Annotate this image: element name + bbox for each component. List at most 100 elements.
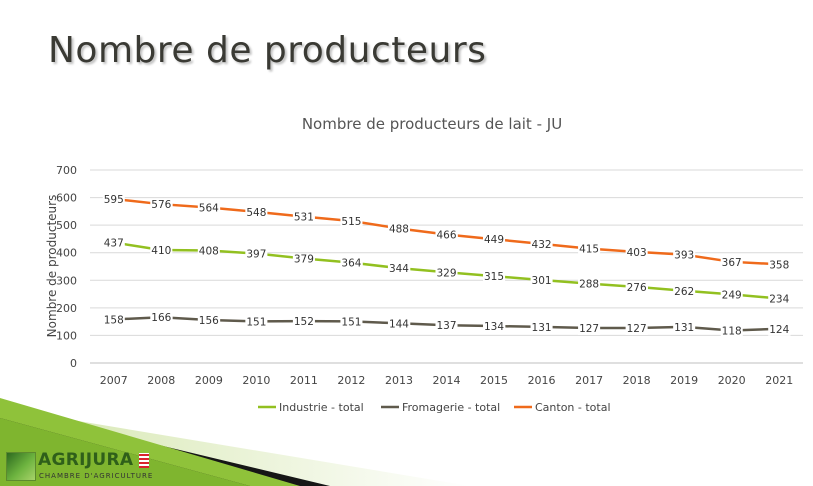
legend-label: Fromagerie - total xyxy=(402,401,500,414)
x-tick-label: 2018 xyxy=(623,374,651,387)
data-label-bg xyxy=(578,322,601,335)
data-label: 118 xyxy=(722,325,742,337)
data-label: 344 xyxy=(389,263,409,275)
data-label-bg xyxy=(245,206,268,219)
data-label: 449 xyxy=(484,234,504,246)
chart-title: Nombre de producteurs de lait - JU xyxy=(302,115,562,133)
x-tick-label: 2010 xyxy=(242,374,270,387)
data-label: 288 xyxy=(579,279,599,291)
x-tick-label: 2007 xyxy=(100,374,128,387)
data-label-bg xyxy=(673,285,696,298)
legend: Industrie - total Fromagerie - total Canto… xyxy=(258,401,611,414)
x-tick-label: 2019 xyxy=(670,374,698,387)
data-label: 151 xyxy=(341,316,361,328)
data-label: 576 xyxy=(151,199,171,211)
x-tick-label: 2011 xyxy=(290,374,318,387)
data-label-bg xyxy=(625,281,648,294)
y-tick-label: 0 xyxy=(70,357,77,370)
data-label-bg xyxy=(768,259,791,272)
data-label-bg xyxy=(720,325,743,338)
data-label: 249 xyxy=(722,289,742,301)
data-label-bg xyxy=(197,314,221,327)
x-tick-label: 2017 xyxy=(575,374,603,387)
data-label-bg xyxy=(673,249,696,262)
data-label: 151 xyxy=(246,316,266,328)
x-tick-label: 2020 xyxy=(718,374,746,387)
data-label-bg xyxy=(102,314,125,327)
data-label: 144 xyxy=(389,318,409,330)
data-label-bg xyxy=(197,245,220,258)
y-axis-label: Nombre de producteurs xyxy=(45,195,59,338)
data-label-bg xyxy=(673,321,696,334)
data-label-bg xyxy=(483,321,506,334)
data-label: 131 xyxy=(674,322,694,334)
data-label-bg xyxy=(150,312,173,325)
data-label: 137 xyxy=(436,320,456,332)
y-tick-label: 700 xyxy=(56,164,77,177)
data-label-bg xyxy=(102,193,125,206)
x-tick-label: 2008 xyxy=(147,374,175,387)
data-label: 367 xyxy=(722,257,742,269)
data-label: 124 xyxy=(769,324,789,336)
data-label-bg xyxy=(720,256,743,269)
y-tick-label: 100 xyxy=(56,329,77,342)
data-label-bg xyxy=(625,246,648,259)
data-label: 301 xyxy=(532,275,552,287)
data-label: 134 xyxy=(484,321,504,333)
data-label-bg xyxy=(245,316,268,329)
y-tick-label: 400 xyxy=(56,247,77,260)
data-label-bg xyxy=(340,257,363,270)
data-label-bg xyxy=(292,316,315,329)
data-label: 488 xyxy=(389,223,409,235)
data-label-bg xyxy=(340,316,363,329)
legend-label: Canton - total xyxy=(535,401,611,414)
logo-subtitle: CHAMBRE D'AGRICULTURE xyxy=(39,472,154,480)
data-label: 410 xyxy=(151,245,171,257)
data-label: 548 xyxy=(246,207,266,219)
data-label: 158 xyxy=(104,314,124,326)
data-label: 379 xyxy=(294,254,314,266)
legend-label: Industrie - total xyxy=(279,401,364,414)
data-label-bg xyxy=(387,223,410,236)
data-label-bg xyxy=(483,234,506,247)
data-label: 156 xyxy=(199,315,219,327)
data-label-bg xyxy=(768,293,791,306)
y-tick-label: 500 xyxy=(56,219,77,232)
data-label: 166 xyxy=(151,312,171,324)
data-label-bg xyxy=(340,216,363,229)
x-tick-label: 2015 xyxy=(480,374,508,387)
data-label: 397 xyxy=(246,249,266,261)
data-label: 393 xyxy=(674,250,694,262)
data-label: 595 xyxy=(104,194,124,206)
data-label: 127 xyxy=(579,323,599,335)
data-label-bg xyxy=(720,289,743,302)
y-tick-label: 200 xyxy=(56,302,77,315)
data-label: 415 xyxy=(579,244,599,256)
data-label-bg xyxy=(387,263,411,276)
data-label: 364 xyxy=(341,258,361,270)
data-label-bg xyxy=(435,267,458,280)
x-tick-label: 2013 xyxy=(385,374,413,387)
data-label-bg xyxy=(483,271,506,284)
data-label: 315 xyxy=(484,271,504,283)
x-tick-label: 2016 xyxy=(528,374,556,387)
data-label: 432 xyxy=(532,239,552,251)
y-tick-label: 300 xyxy=(56,274,77,287)
canton-flag-icon xyxy=(139,453,149,468)
agrijura-emblem-icon xyxy=(6,452,36,481)
data-label: 358 xyxy=(769,259,789,271)
data-label: 152 xyxy=(294,316,314,328)
data-label-bg xyxy=(150,244,173,257)
data-label-bg xyxy=(578,243,601,256)
x-tick-label: 2021 xyxy=(765,374,793,387)
data-label: 262 xyxy=(674,286,694,298)
data-label: 127 xyxy=(627,323,647,335)
data-label: 564 xyxy=(199,202,219,214)
data-label-bg xyxy=(435,320,458,333)
data-label: 515 xyxy=(341,216,361,228)
data-label-bg xyxy=(768,323,791,336)
data-label-bg xyxy=(578,278,601,291)
data-label-bg xyxy=(625,322,648,335)
